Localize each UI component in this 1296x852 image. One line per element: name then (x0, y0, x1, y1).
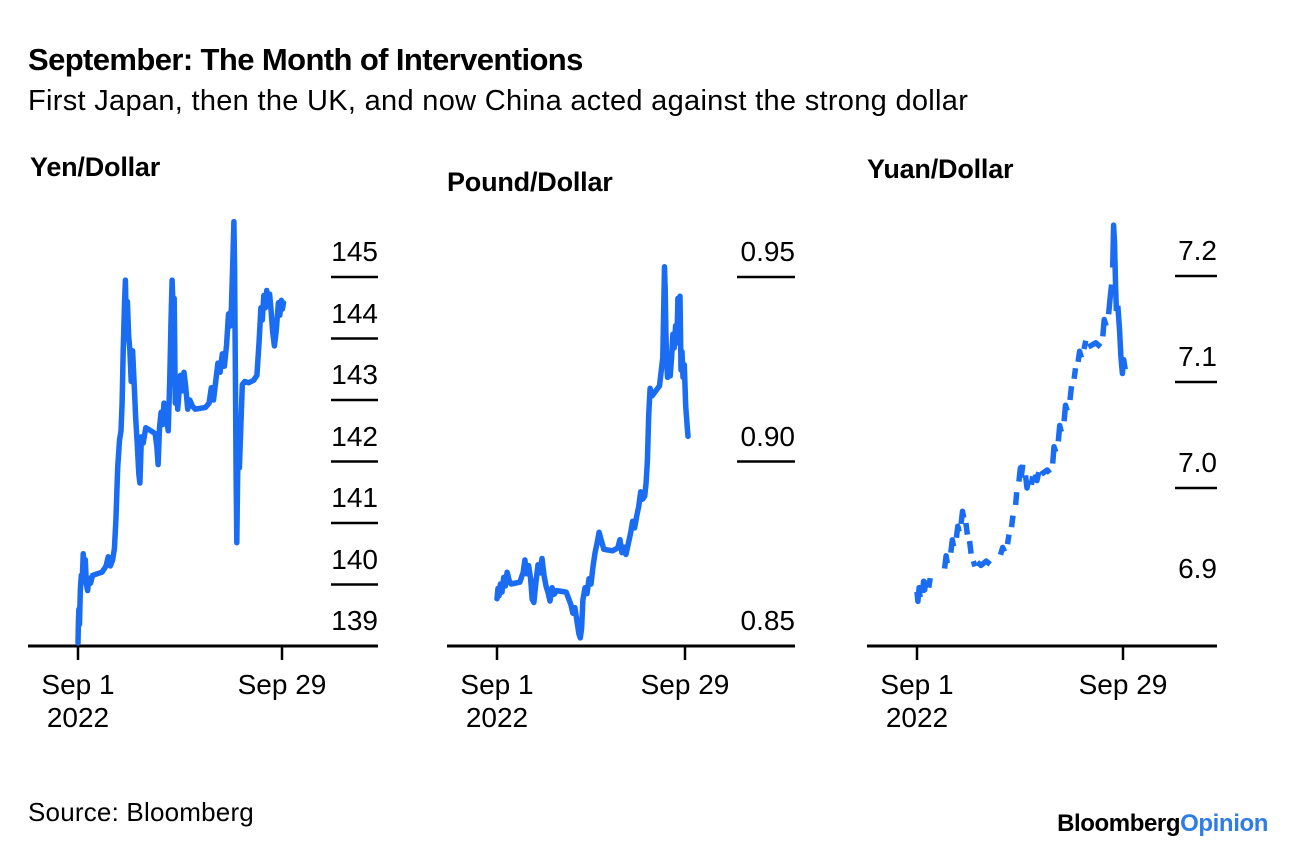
x-axis-label: Sep 1 2022 (460, 669, 534, 733)
bloomberg-opinion-logo: BloombergOpinion (1057, 810, 1268, 838)
yuan-dollar-line (1004, 534, 1012, 545)
yuan-dollar-line (1075, 348, 1085, 363)
yuan-dollar-line (975, 558, 992, 569)
yuan-dollar-line (958, 508, 967, 525)
y-axis-label: 143 (331, 359, 378, 390)
y-axis-label: 144 (331, 297, 378, 329)
pound-dollar-line (494, 263, 691, 641)
yuan-dollar-line (1028, 475, 1036, 486)
y-axis-label: 145 (331, 236, 378, 267)
yuan-dollar-line (1115, 305, 1128, 377)
yuan-dollar-line (914, 584, 923, 605)
chart-title-pound-dollar: Pound/Dollar (447, 167, 613, 197)
yuan-dollar-line (1071, 367, 1079, 380)
y-axis-label: 7.1 (1178, 341, 1217, 372)
yuan-dollar-line (953, 523, 962, 539)
y-axis-label: 6.9 (1178, 553, 1217, 584)
yuan-dollar-line (1039, 467, 1052, 477)
yuan-dollar-line (1081, 340, 1089, 350)
y-axis-label: 142 (331, 420, 378, 452)
x-axis-label: Sep 29 (237, 669, 327, 700)
y-axis-label: 140 (331, 543, 378, 575)
yuan-dollar-line (1105, 284, 1115, 315)
y-axis-label: 7.2 (1178, 235, 1217, 266)
yuan-dollar-line (1016, 464, 1026, 482)
chart-title-yuan-dollar: Yuan/Dollar (867, 154, 1014, 184)
yuan-dollar-line (1049, 443, 1059, 464)
yuan-dollar-line (1022, 474, 1032, 491)
logo-opinion: Opinion (1180, 810, 1268, 837)
yuan-dollar-line (966, 540, 974, 555)
yuan-dollar-line (1067, 385, 1075, 401)
yuan-dollar-line (1100, 316, 1109, 337)
yuan-dollar-line (997, 544, 1008, 556)
yuan-dollar-line (919, 578, 929, 594)
yen-dollar-line (75, 218, 287, 646)
y-axis-label: 7.0 (1178, 447, 1217, 478)
y-axis-label: 0.95 (740, 236, 796, 267)
x-axis-label: Sep 29 (640, 669, 730, 700)
yuan-dollar-line (1008, 515, 1016, 528)
logo-bloomberg: Bloomberg (1057, 810, 1181, 837)
y-axis-label: 0.90 (740, 420, 796, 452)
yuan-dollar-line (963, 522, 971, 535)
chart-title-yen-dollar: Yen/Dollar (30, 152, 161, 182)
y-axis-label: 0.85 (740, 605, 796, 636)
yuan-dollar-line (926, 577, 933, 589)
source-label: Source: Bloomberg (28, 797, 254, 827)
page-title: September: The Month of Interventions (28, 42, 583, 77)
yuan-dollar-line (1109, 222, 1120, 312)
x-axis-label: Sep 1 2022 (880, 669, 954, 733)
x-axis-label: Sep 29 (1078, 669, 1168, 700)
yuan-dollar-line (948, 537, 957, 554)
x-axis-label: Sep 1 2022 (41, 669, 115, 733)
yuan-dollar-line (941, 553, 951, 569)
yuan-dollar-line (1012, 491, 1020, 506)
yuan-dollar-line (1032, 471, 1042, 484)
y-axis-label: 141 (331, 482, 378, 513)
yuan-dollar-line (970, 560, 978, 568)
yuan-dollar-line (1087, 340, 1103, 350)
yuan-dollar-line (1055, 422, 1064, 442)
y-axis-label: 139 (331, 605, 378, 636)
yuan-dollar-line (1061, 402, 1070, 422)
page-subtitle: First Japan, then the UK, and now China … (28, 85, 969, 117)
